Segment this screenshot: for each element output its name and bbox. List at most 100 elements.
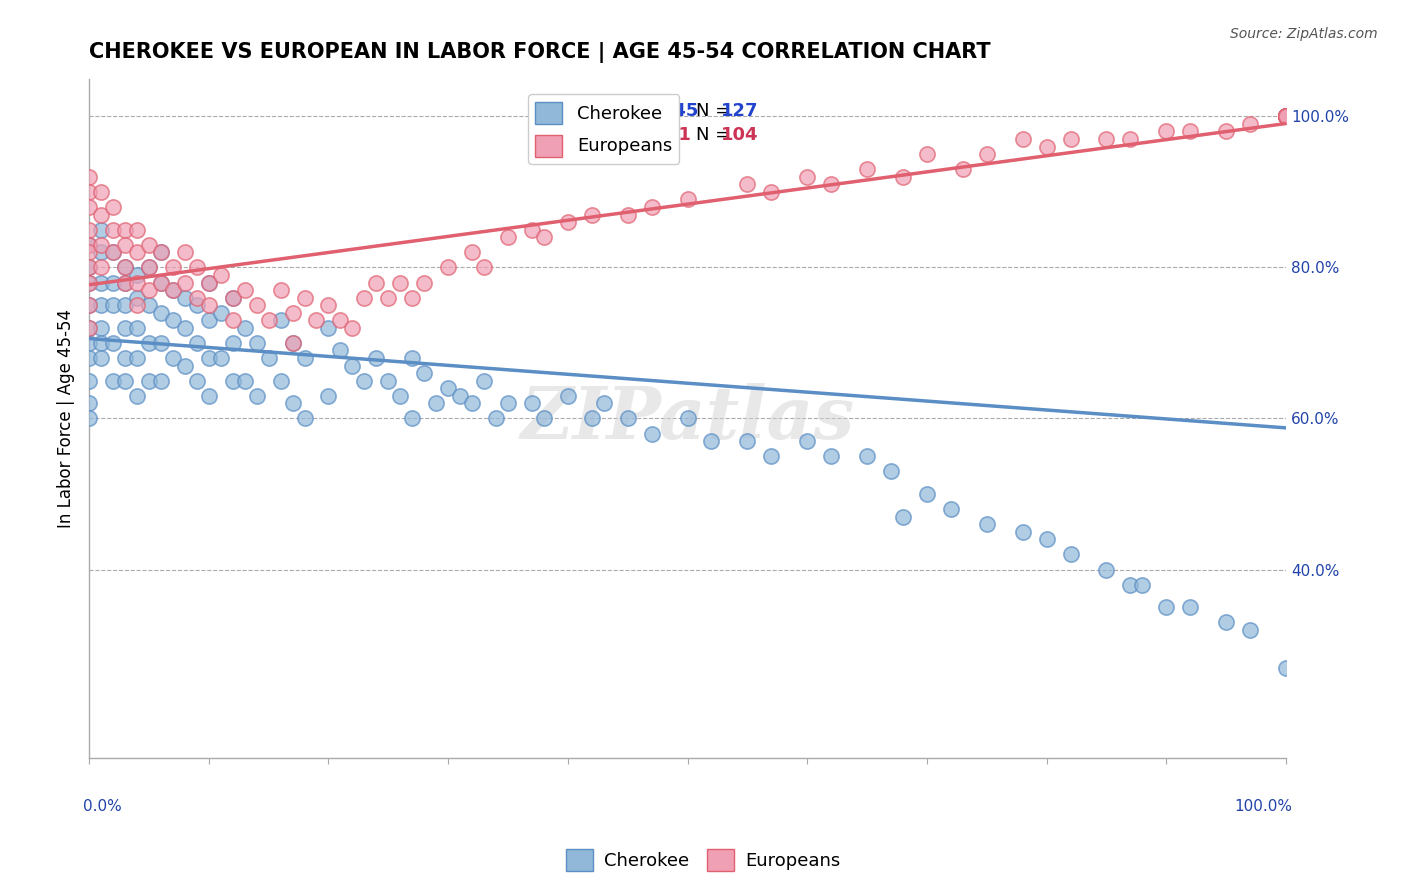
Cherokee — [125, 321, 148, 335]
Text: R =: R = — [606, 126, 640, 145]
Cherokee — [77, 351, 100, 365]
Cherokee — [197, 276, 219, 290]
Europeans — [270, 283, 292, 297]
Text: ZIPatlas: ZIPatlas — [520, 383, 855, 454]
Europeans — [257, 313, 280, 327]
Cherokee — [77, 396, 100, 410]
Cherokee — [389, 389, 412, 403]
Europeans — [186, 260, 208, 275]
Europeans — [377, 291, 399, 305]
Cherokee — [101, 276, 124, 290]
Europeans — [162, 260, 184, 275]
Cherokee — [1275, 109, 1298, 123]
Cherokee — [1154, 600, 1177, 615]
Cherokee — [353, 374, 375, 388]
Cherokee — [401, 411, 423, 425]
Cherokee — [173, 321, 195, 335]
Europeans — [77, 222, 100, 236]
Cherokee — [138, 260, 160, 275]
Cherokee — [1275, 109, 1298, 123]
Europeans — [125, 298, 148, 312]
Cherokee — [77, 260, 100, 275]
Legend: Cherokee, Europeans: Cherokee, Europeans — [529, 95, 679, 164]
Europeans — [1119, 132, 1142, 146]
Cherokee — [162, 283, 184, 297]
Europeans — [915, 147, 938, 161]
Cherokee — [114, 321, 136, 335]
Cherokee — [640, 426, 662, 441]
Cherokee — [114, 298, 136, 312]
Text: 0.0%: 0.0% — [83, 799, 122, 814]
Cherokee — [461, 396, 484, 410]
Europeans — [353, 291, 375, 305]
Cherokee — [138, 335, 160, 350]
Europeans — [856, 162, 879, 177]
Europeans — [90, 208, 112, 222]
Cherokee — [114, 374, 136, 388]
Cherokee — [222, 374, 245, 388]
Cherokee — [162, 313, 184, 327]
Cherokee — [366, 351, 388, 365]
Text: CHEROKEE VS EUROPEAN IN LABOR FORCE | AGE 45-54 CORRELATION CHART: CHEROKEE VS EUROPEAN IN LABOR FORCE | AG… — [89, 42, 991, 62]
Cherokee — [77, 276, 100, 290]
Europeans — [461, 245, 484, 260]
Europeans — [1275, 109, 1298, 123]
Text: -0.145: -0.145 — [634, 103, 697, 120]
Europeans — [77, 260, 100, 275]
Europeans — [138, 283, 160, 297]
Europeans — [820, 178, 842, 192]
Europeans — [1275, 109, 1298, 123]
Text: N =: N = — [696, 103, 730, 120]
Europeans — [101, 200, 124, 214]
Europeans — [1275, 109, 1298, 123]
Europeans — [125, 245, 148, 260]
Cherokee — [186, 374, 208, 388]
Text: N =: N = — [696, 126, 730, 145]
Cherokee — [1275, 109, 1298, 123]
Cherokee — [125, 351, 148, 365]
Cherokee — [77, 298, 100, 312]
Europeans — [1059, 132, 1081, 146]
Cherokee — [377, 374, 399, 388]
Europeans — [318, 298, 340, 312]
Europeans — [1275, 109, 1298, 123]
Cherokee — [1011, 524, 1033, 539]
Europeans — [186, 291, 208, 305]
Cherokee — [233, 374, 256, 388]
Europeans — [114, 222, 136, 236]
Cherokee — [90, 298, 112, 312]
Europeans — [401, 291, 423, 305]
Cherokee — [186, 298, 208, 312]
Europeans — [1154, 124, 1177, 138]
Cherokee — [761, 449, 783, 463]
Europeans — [77, 276, 100, 290]
Cherokee — [101, 298, 124, 312]
Cherokee — [294, 351, 316, 365]
Cherokee — [449, 389, 471, 403]
Europeans — [173, 276, 195, 290]
Cherokee — [246, 335, 269, 350]
Europeans — [413, 276, 436, 290]
Cherokee — [796, 434, 818, 449]
Europeans — [1275, 109, 1298, 123]
Europeans — [101, 222, 124, 236]
Cherokee — [557, 389, 579, 403]
Cherokee — [101, 335, 124, 350]
Europeans — [1011, 132, 1033, 146]
Europeans — [114, 276, 136, 290]
Europeans — [1095, 132, 1118, 146]
Europeans — [77, 200, 100, 214]
Europeans — [101, 245, 124, 260]
Europeans — [173, 245, 195, 260]
Cherokee — [616, 411, 638, 425]
Cherokee — [233, 321, 256, 335]
Cherokee — [125, 291, 148, 305]
Cherokee — [197, 389, 219, 403]
Europeans — [1239, 117, 1261, 131]
Europeans — [329, 313, 352, 327]
Text: 127: 127 — [721, 103, 758, 120]
Cherokee — [257, 351, 280, 365]
Cherokee — [77, 335, 100, 350]
Europeans — [389, 276, 412, 290]
Cherokee — [246, 389, 269, 403]
